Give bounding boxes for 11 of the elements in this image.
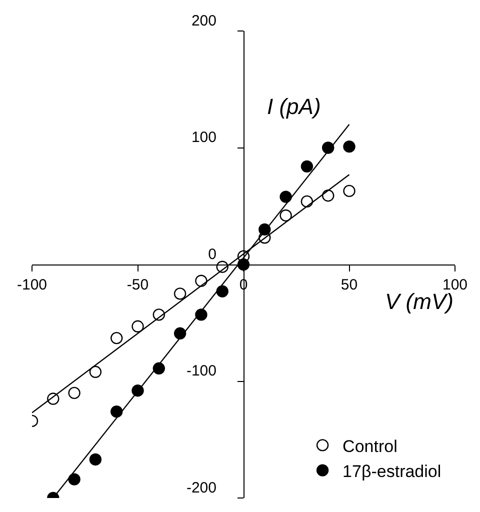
x-tick-label: -50 <box>126 276 149 294</box>
y-tick-label: -200 <box>186 479 216 496</box>
y-axis-title: I (pA) <box>267 94 321 119</box>
legend-label: 17β-estradiol <box>342 462 442 481</box>
y-tick-label: -100 <box>186 362 216 380</box>
x-tick-label: -100 <box>16 276 48 294</box>
y-tick-label: 100 <box>191 129 216 146</box>
x-tick-label: 50 <box>340 276 358 294</box>
legend-label: Control <box>342 436 398 456</box>
y-tick-label: 0 <box>208 246 216 263</box>
y-tick-label: 200 <box>191 12 216 30</box>
